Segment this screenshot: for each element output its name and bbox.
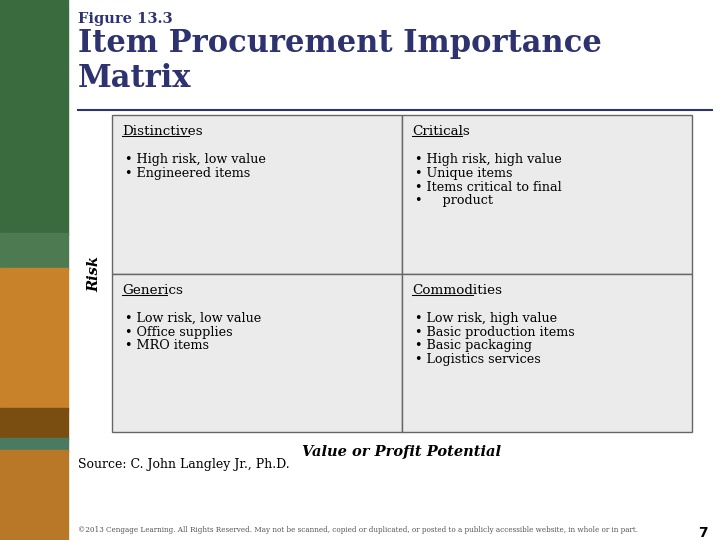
Text: •     product: • product	[415, 194, 493, 207]
Text: Value or Profit Potential: Value or Profit Potential	[302, 445, 502, 459]
Text: • Low risk, high value: • Low risk, high value	[415, 312, 557, 325]
Text: • Basic production items: • Basic production items	[415, 326, 575, 339]
Bar	[0, 233, 68, 270]
Text: • Unique items: • Unique items	[415, 167, 513, 180]
Bar	[0, 268, 68, 410]
Text: • High risk, low value: • High risk, low value	[125, 153, 266, 166]
Text: • Logistics services: • Logistics services	[415, 353, 541, 366]
Bar	[0, 438, 68, 452]
Text: 7: 7	[698, 526, 708, 540]
Text: • Basic packaging: • Basic packaging	[415, 339, 532, 352]
Text: • Items critical to final: • Items critical to final	[415, 181, 562, 194]
Text: Criticals: Criticals	[412, 125, 470, 138]
Text: • Office supplies: • Office supplies	[125, 326, 233, 339]
Text: Generics: Generics	[122, 284, 183, 296]
Bar	[0, 450, 68, 540]
Bar	[112, 273, 402, 432]
Bar	[0, 0, 68, 235]
Text: Source: C. John Langley Jr., Ph.D.: Source: C. John Langley Jr., Ph.D.	[78, 458, 289, 471]
Text: ©2013 Cengage Learning. All Rights Reserved. May not be scanned, copied or dupli: ©2013 Cengage Learning. All Rights Reser…	[78, 526, 638, 534]
Text: • Engineered items: • Engineered items	[125, 167, 251, 180]
Bar	[402, 115, 692, 273]
Bar	[112, 115, 402, 273]
Text: Risk: Risk	[87, 255, 101, 292]
Text: Figure 13.3: Figure 13.3	[78, 12, 173, 26]
Text: • Low risk, low value: • Low risk, low value	[125, 312, 261, 325]
Bar	[402, 273, 692, 432]
Text: Distinctives: Distinctives	[122, 125, 203, 138]
Text: • MRO items: • MRO items	[125, 339, 209, 352]
Text: Item Procurement Importance
Matrix: Item Procurement Importance Matrix	[78, 28, 602, 93]
Text: • High risk, high value: • High risk, high value	[415, 153, 562, 166]
Bar	[0, 408, 68, 440]
Text: Commodities: Commodities	[412, 284, 502, 296]
